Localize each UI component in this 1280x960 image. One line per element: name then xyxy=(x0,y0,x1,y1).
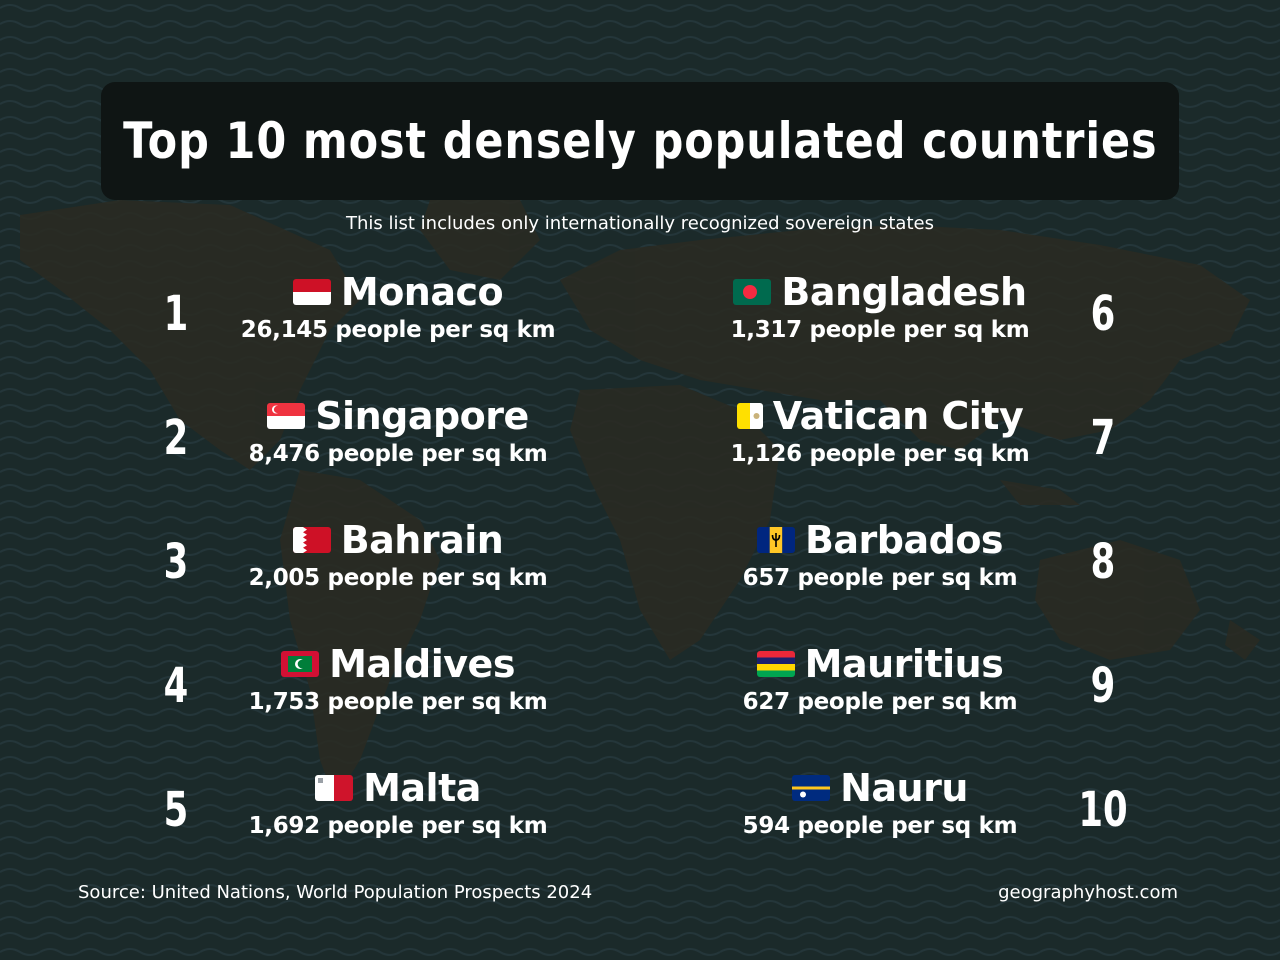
country-density: 26,145 people per sq km xyxy=(240,317,556,343)
rank-7: 7 xyxy=(1090,410,1116,466)
country-entry-barbados: Barbados 657 people per sq km xyxy=(670,516,1090,592)
mauritius-flag-icon xyxy=(756,651,795,677)
rank-1: 1 xyxy=(163,286,189,342)
singapore-flag-icon xyxy=(267,403,306,429)
nauru-flag-icon xyxy=(792,775,831,801)
subtitle: This list includes only internationally … xyxy=(346,213,934,234)
rank-5: 5 xyxy=(163,782,189,838)
country-name: Singapore xyxy=(315,394,529,438)
page-title: Top 10 most densely populated countries xyxy=(122,112,1158,170)
malta-flag-icon xyxy=(315,775,354,801)
country-entry-vatican-city: Vatican City 1,126 people per sq km xyxy=(670,392,1090,468)
country-entry-malta: Malta 1,692 people per sq km xyxy=(188,764,608,840)
bangladesh-flag-icon xyxy=(733,279,772,305)
rank-2: 2 xyxy=(163,410,189,466)
country-density: 1,126 people per sq km xyxy=(730,441,1030,467)
country-name: Mauritius xyxy=(804,642,1004,686)
country-entry-monaco: Monaco 26,145 people per sq km xyxy=(188,268,608,344)
title-banner: Top 10 most densely populated countries xyxy=(101,82,1179,200)
country-entry-nauru: Nauru 594 people per sq km xyxy=(670,764,1090,840)
rank-8: 8 xyxy=(1090,534,1116,590)
country-name: Bangladesh xyxy=(781,270,1027,314)
country-entry-bangladesh: Bangladesh 1,317 people per sq km xyxy=(670,268,1090,344)
rank-9: 9 xyxy=(1090,658,1116,714)
country-entry-singapore: Singapore 8,476 people per sq km xyxy=(188,392,608,468)
country-name: Nauru xyxy=(840,766,968,810)
country-name: Bahrain xyxy=(340,518,504,562)
country-entry-maldives: Maldives 1,753 people per sq km xyxy=(188,640,608,716)
vatican-city-flag-icon xyxy=(736,403,763,429)
rank-6: 6 xyxy=(1090,286,1116,342)
bahrain-flag-icon xyxy=(292,527,331,553)
country-density: 2,005 people per sq km xyxy=(248,565,548,591)
country-density: 1,692 people per sq km xyxy=(248,813,548,839)
country-name: Barbados xyxy=(804,518,1004,562)
country-density: 627 people per sq km xyxy=(742,689,1018,715)
maldives-flag-icon xyxy=(281,651,320,677)
country-density: 8,476 people per sq km xyxy=(248,441,548,467)
rank-10: 10 xyxy=(1078,782,1128,838)
rank-4: 4 xyxy=(163,658,189,714)
country-name: Vatican City xyxy=(772,394,1024,438)
source-note: Source: United Nations, World Population… xyxy=(78,882,593,903)
country-entry-bahrain: Bahrain 2,005 people per sq km xyxy=(188,516,608,592)
country-density: 594 people per sq km xyxy=(742,813,1018,839)
barbados-flag-icon xyxy=(756,527,795,553)
country-name: Monaco xyxy=(340,270,504,314)
country-density: 657 people per sq km xyxy=(742,565,1018,591)
country-entry-mauritius: Mauritius 627 people per sq km xyxy=(670,640,1090,716)
monaco-flag-icon xyxy=(292,279,331,305)
country-name: Maldives xyxy=(329,642,515,686)
country-density: 1,753 people per sq km xyxy=(248,689,548,715)
country-name: Malta xyxy=(363,766,481,810)
country-density: 1,317 people per sq km xyxy=(730,317,1030,343)
rank-3: 3 xyxy=(163,534,189,590)
site-credit: geographyhost.com xyxy=(998,882,1178,903)
